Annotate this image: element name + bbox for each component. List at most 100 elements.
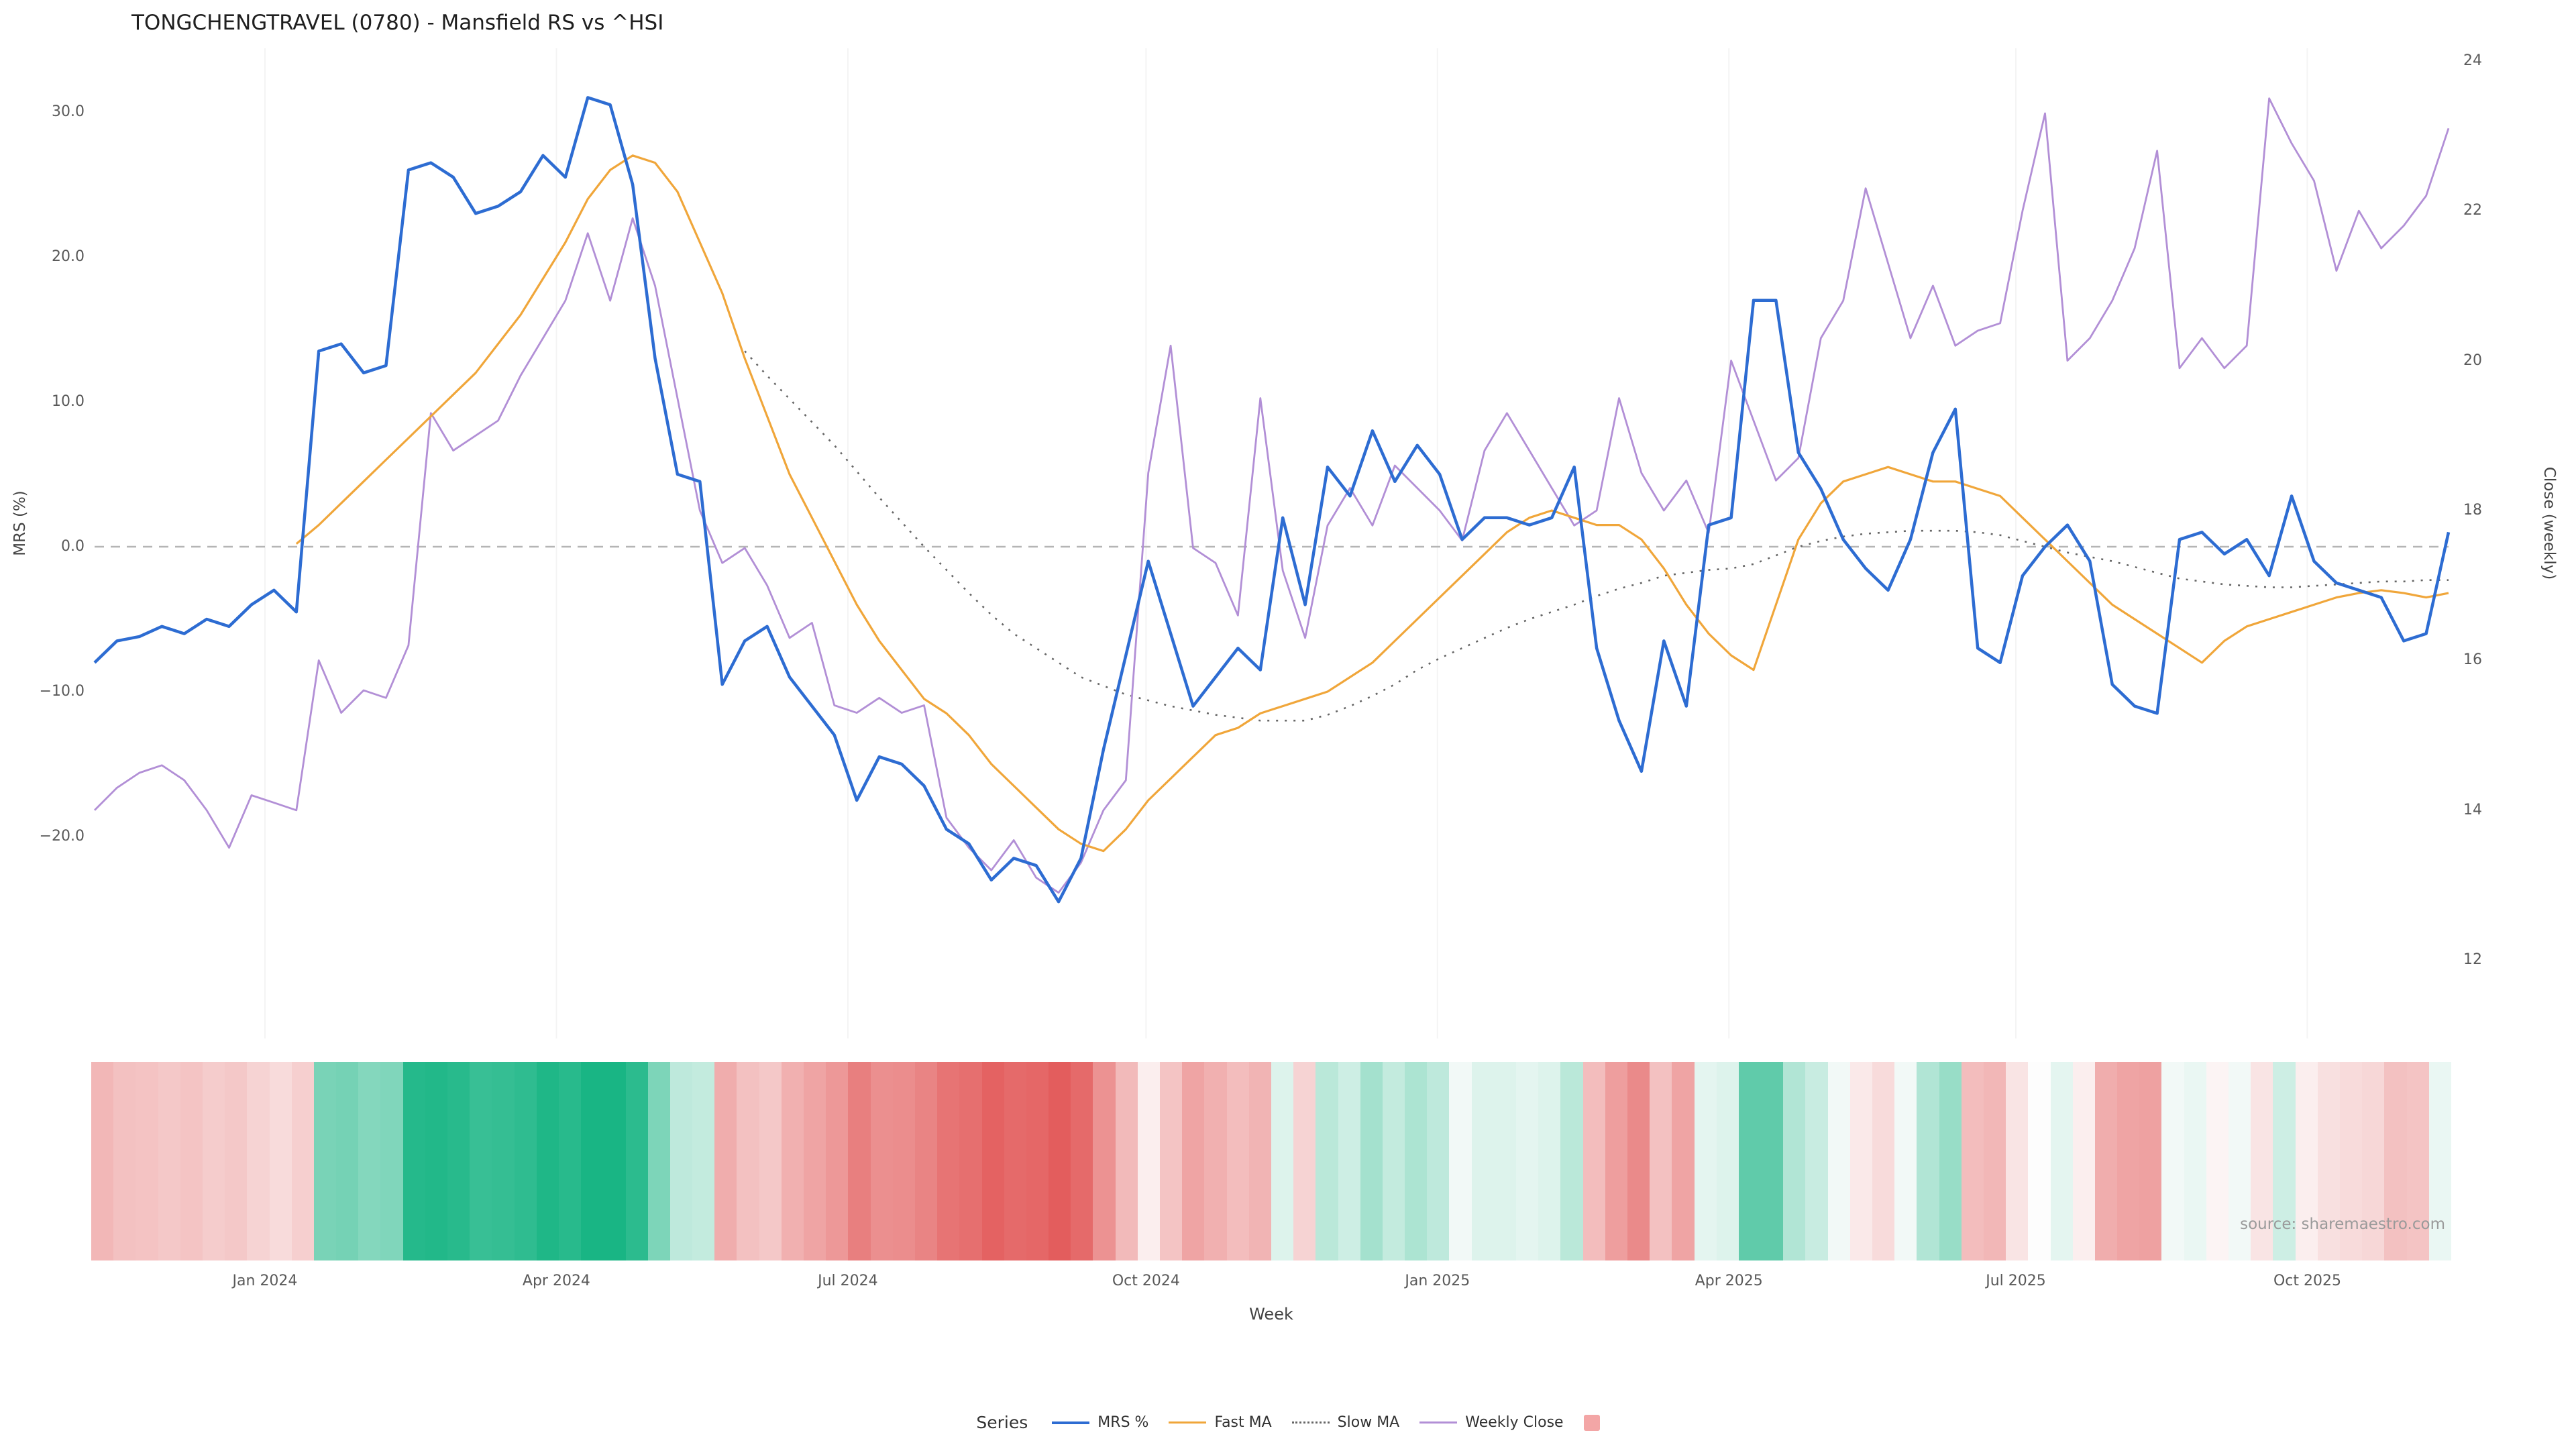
heatmap-cell <box>2139 1062 2162 1260</box>
legend-line-icon <box>1052 1421 1090 1424</box>
legend-item-slow-ma[interactable]: Slow MA <box>1291 1414 1400 1431</box>
heatmap-cell <box>1516 1062 1539 1260</box>
heatmap-cell <box>1248 1062 1271 1260</box>
heatmap-cell <box>492 1062 515 1260</box>
heatmap-cell <box>581 1062 604 1260</box>
heatmap-cell <box>2050 1062 2073 1260</box>
heatmap-cell <box>1917 1062 1939 1260</box>
heatmap-cell <box>1360 1062 1383 1260</box>
series-line-mrs <box>93 96 2451 904</box>
legend-item-heatmap[interactable] <box>1583 1414 1600 1431</box>
heatmap-cell <box>2384 1062 2407 1260</box>
legend-item-weekly-close[interactable]: Weekly Close <box>1419 1414 1564 1431</box>
heatmap-cell <box>202 1062 225 1260</box>
x-tick-label: Jan 2024 <box>232 1273 298 1289</box>
series-line-fast-ma <box>295 154 2449 853</box>
heatmap-cell <box>158 1062 180 1260</box>
source-credit: source: sharemaestro.com <box>2240 1216 2445 1233</box>
heatmap-cell <box>848 1062 871 1260</box>
heatmap-cell <box>1894 1062 1917 1260</box>
heatmap-cell <box>669 1062 693 1260</box>
legend-item-mrs[interactable]: MRS % <box>1052 1414 1148 1431</box>
heatmap-cell <box>2229 1062 2251 1260</box>
heatmap-cell <box>870 1062 893 1260</box>
heatmap-cell <box>1939 1062 1962 1260</box>
heatmap-cell <box>536 1062 559 1260</box>
heatmap-cell <box>959 1062 982 1260</box>
heatmap-cell <box>1783 1062 1806 1260</box>
heatmap-cell <box>225 1062 248 1260</box>
heatmap-cell <box>1049 1062 1071 1260</box>
heatmap-cell <box>1961 1062 1984 1260</box>
heatmap-cell <box>1316 1062 1338 1260</box>
heatmap-cell <box>291 1062 314 1260</box>
heatmap-cell <box>1605 1062 1627 1260</box>
heatmap-cell <box>1872 1062 1895 1260</box>
right-tick-label: 20 <box>2463 352 2482 369</box>
x-tick-label: Apr 2024 <box>522 1273 590 1289</box>
heatmap-cell <box>180 1062 203 1260</box>
heatmap-cell <box>2184 1062 2206 1260</box>
heatmap-cell <box>625 1062 648 1260</box>
heatmap-cell <box>2006 1062 2029 1260</box>
heatmap-cell <box>1983 1062 2006 1260</box>
heatmap-cell <box>2251 1062 2273 1260</box>
heatmap-cell <box>1226 1062 1249 1260</box>
heatmap-cell <box>1026 1062 1049 1260</box>
heatmap-cell <box>470 1062 492 1260</box>
right-axis-label: Close (weekly) <box>2540 466 2558 580</box>
heatmap-cell <box>380 1062 403 1260</box>
heatmap-cell <box>737 1062 759 1260</box>
legend-item-label: Weekly Close <box>1465 1414 1564 1431</box>
heatmap-cell <box>2206 1062 2229 1260</box>
heatmap-cell <box>1471 1062 1494 1260</box>
heatmap-cell <box>1827 1062 1850 1260</box>
heatmap-cell <box>1004 1062 1026 1260</box>
left-tick-label: 10.0 <box>52 393 85 410</box>
heatmap-cell <box>1271 1062 1294 1260</box>
legend-line-icon <box>1291 1421 1330 1424</box>
heatmap-cell <box>2295 1062 2318 1260</box>
left-tick-label: 30.0 <box>52 103 85 120</box>
heatmap-cell <box>2273 1062 2296 1260</box>
heatmap-cell <box>514 1062 537 1260</box>
right-tick-label: 18 <box>2463 502 2482 519</box>
left-tick-label: −20.0 <box>39 828 85 845</box>
x-tick-label: Oct 2024 <box>1112 1273 1180 1289</box>
legend-item-label: Slow MA <box>1337 1414 1400 1431</box>
legend-title: Series <box>976 1413 1028 1432</box>
heatmap-cell <box>2362 1062 2385 1260</box>
heatmap-cell <box>1427 1062 1450 1260</box>
heatmap-cell <box>2428 1062 2451 1260</box>
legend-item-fast-ma[interactable]: Fast MA <box>1169 1414 1272 1431</box>
legend-line-icon <box>1169 1421 1207 1424</box>
x-tick-label: Apr 2025 <box>1695 1273 1763 1289</box>
heatmap-cell <box>1672 1062 1695 1260</box>
heatmap-cell <box>1650 1062 1672 1260</box>
left-tick-label: −10.0 <box>39 683 85 700</box>
heatmap-cell <box>269 1062 292 1260</box>
heatmap-cell <box>113 1062 136 1260</box>
right-tick-label: 22 <box>2463 202 2482 219</box>
heatmap-cell <box>1627 1062 1650 1260</box>
heatmap-cell <box>2117 1062 2140 1260</box>
heatmap-cell <box>1493 1062 1516 1260</box>
left-tick-label: 0.0 <box>61 538 85 555</box>
heatmap-cell <box>2072 1062 2095 1260</box>
heatmap-cell <box>1160 1062 1183 1260</box>
heatmap-cell <box>358 1062 381 1260</box>
heatmap-cell <box>1761 1062 1784 1260</box>
heatmap-cell <box>1204 1062 1227 1260</box>
heatmap-cell <box>136 1062 158 1260</box>
right-tick-label: 14 <box>2463 801 2482 818</box>
x-axis-label: Week <box>1249 1305 1293 1324</box>
heatmap-cell <box>1137 1062 1160 1260</box>
series-line-weekly-close <box>94 97 2450 894</box>
heatmap-cell <box>247 1062 270 1260</box>
heatmap-cell <box>2406 1062 2429 1260</box>
heatmap-cell <box>402 1062 425 1260</box>
right-tick-label: 24 <box>2463 52 2482 69</box>
left-tick-label: 20.0 <box>52 248 85 265</box>
heatmap-cell <box>1182 1062 1205 1260</box>
heatmap-cell <box>603 1062 626 1260</box>
